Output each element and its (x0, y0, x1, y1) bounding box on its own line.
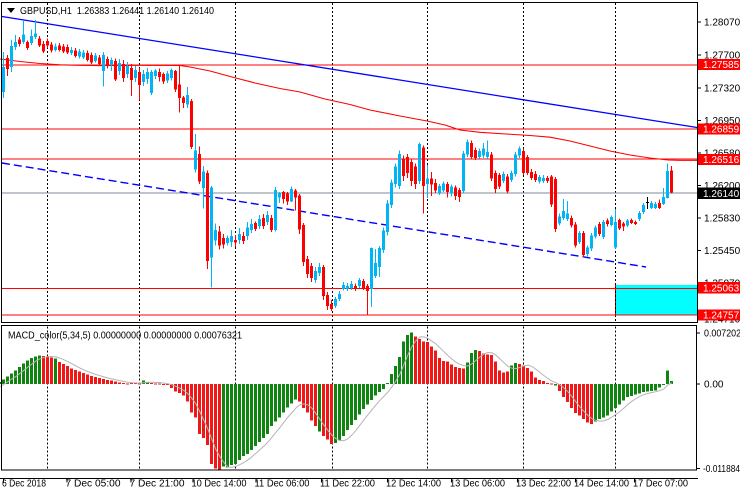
svg-text:14 Dec 14:00: 14 Dec 14:00 (574, 479, 629, 490)
svg-text:0.0072029: 0.0072029 (704, 328, 740, 339)
svg-text:1.27700: 1.27700 (704, 51, 740, 62)
svg-text:1.26140: 1.26140 (703, 189, 740, 200)
svg-text:1.28070: 1.28070 (704, 18, 740, 29)
svg-text:1.26200: 1.26200 (704, 181, 740, 192)
svg-text:1.25063: 1.25063 (703, 283, 740, 294)
svg-text:7 Dec 05:00: 7 Dec 05:00 (66, 479, 121, 490)
svg-text:7 Dec 21:00: 7 Dec 21:00 (130, 479, 185, 490)
svg-text:0.00: 0.00 (704, 380, 724, 391)
svg-text:12 Dec 14:00: 12 Dec 14:00 (386, 479, 441, 490)
svg-text:1.25830: 1.25830 (704, 214, 740, 225)
svg-text:1.26859: 1.26859 (703, 125, 740, 136)
svg-text:-0.011884: -0.011884 (703, 464, 740, 475)
svg-text:11 Dec 22:00: 11 Dec 22:00 (320, 479, 375, 490)
svg-text:MACD_color(5,34,5) 0.00000000: MACD_color(5,34,5) 0.00000000 0.00000000… (8, 331, 242, 342)
svg-text:1.27320: 1.27320 (704, 84, 740, 95)
svg-text:13 Dec 06:00: 13 Dec 06:00 (450, 479, 505, 490)
svg-text:1.25450: 1.25450 (704, 246, 740, 257)
svg-text:10 Dec 14:00: 10 Dec 14:00 (192, 479, 247, 490)
svg-text:11 Dec 06:00: 11 Dec 06:00 (255, 479, 310, 490)
svg-text:13 Dec 22:00: 13 Dec 22:00 (516, 479, 571, 490)
svg-text:1.27585: 1.27585 (703, 60, 740, 71)
svg-text:1.24757: 1.24757 (703, 311, 740, 322)
svg-text:17 Dec 07:00: 17 Dec 07:00 (633, 479, 688, 490)
svg-text:1.26950: 1.26950 (704, 116, 740, 127)
svg-text:GBPUSD,H1 1.26383 1.26441 1.2: GBPUSD,H1 1.26383 1.26441 1.26140 1.2614… (20, 6, 214, 17)
svg-text:1.26516: 1.26516 (703, 155, 740, 166)
svg-text:6 Dec 2018: 6 Dec 2018 (2, 479, 46, 490)
